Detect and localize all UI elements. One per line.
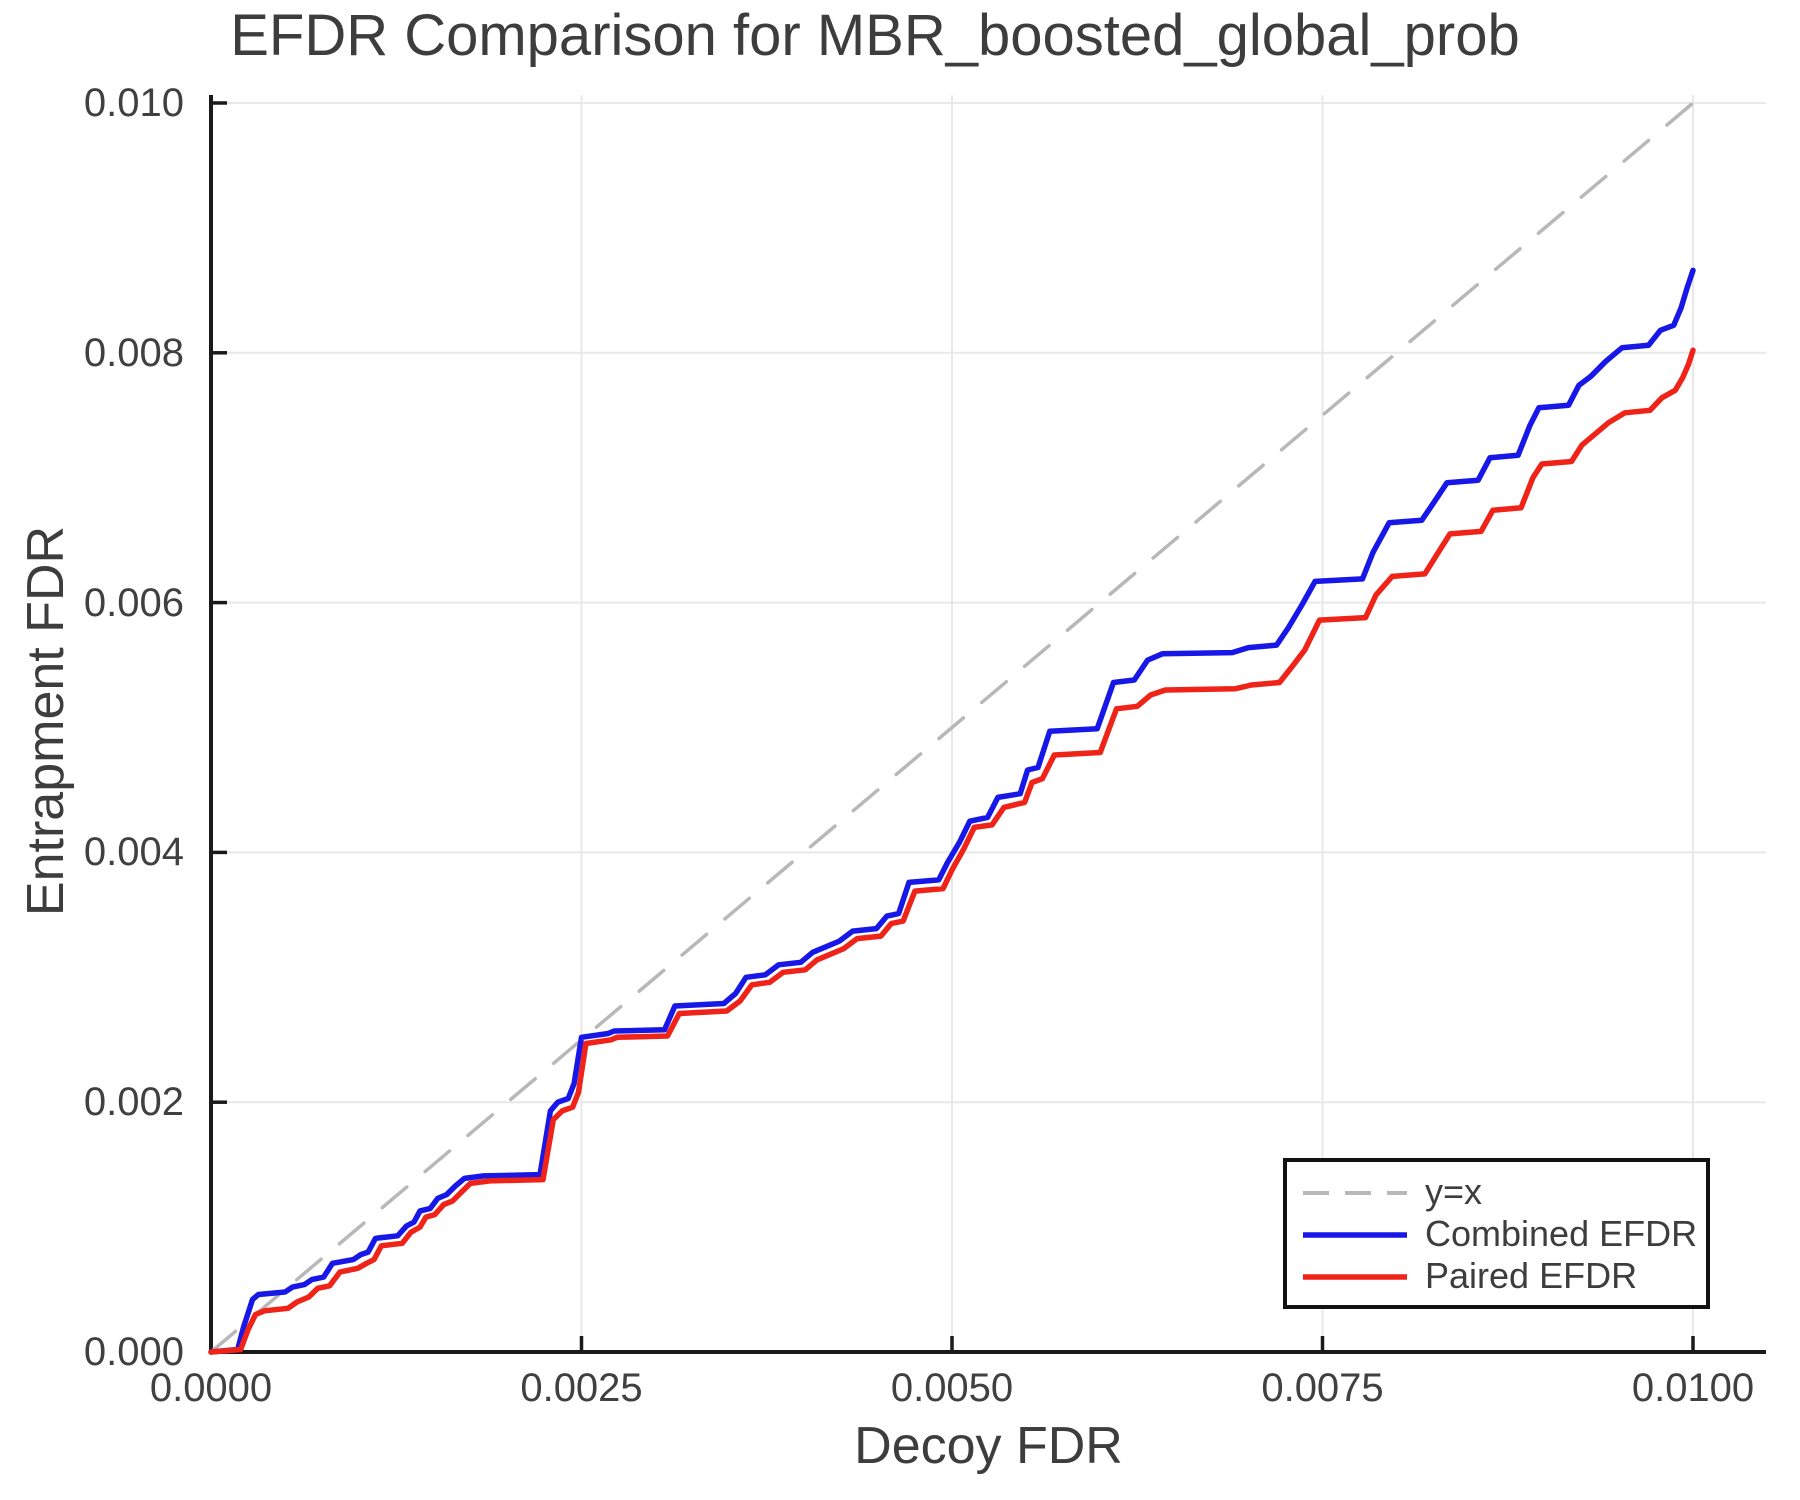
legend-label-reference: y=x (1425, 1170, 1483, 1212)
y-tick-label: 0.008 (83, 330, 184, 375)
x-tick-label: 0.0025 (520, 1366, 643, 1410)
y-tick-label: 0.004 (83, 830, 184, 875)
reference-line-swatch (1301, 1186, 1409, 1198)
legend-row-paired: Paired EFDR (1301, 1254, 1706, 1296)
legend-row-combined: Combined EFDR (1301, 1212, 1706, 1254)
x-tick-label: 0.0100 (1631, 1366, 1755, 1410)
x-tick-label: 0.0000 (149, 1366, 273, 1410)
y-tick-label: 0.000 (83, 1330, 184, 1374)
x-axis-title: Decoy FDR (854, 1417, 1123, 1475)
y-tick-label: 0.006 (83, 580, 184, 625)
legend-label-combined: Combined EFDR (1425, 1212, 1698, 1254)
reference-line (209, 93, 1705, 1354)
combined-line-swatch (1301, 1228, 1409, 1240)
x-tick-label: 0.0050 (890, 1366, 1014, 1410)
legend: y=x Combined EFDR Paired EFDR (1283, 1158, 1710, 1309)
paired-line-swatch (1301, 1270, 1409, 1282)
legend-row-reference: y=x (1301, 1170, 1706, 1212)
y-tick-label: 0.002 (83, 1080, 184, 1125)
paired-efdr-line (208, 347, 1696, 1355)
legend-label-paired: Paired EFDR (1425, 1254, 1638, 1296)
y-tick-label: 0.010 (83, 81, 184, 125)
chart-title: EFDR Comparison for MBR_boosted_global_p… (230, 3, 1520, 68)
combined-efdr-line (208, 267, 1696, 1355)
x-tick-label: 0.0075 (1261, 1366, 1384, 1410)
